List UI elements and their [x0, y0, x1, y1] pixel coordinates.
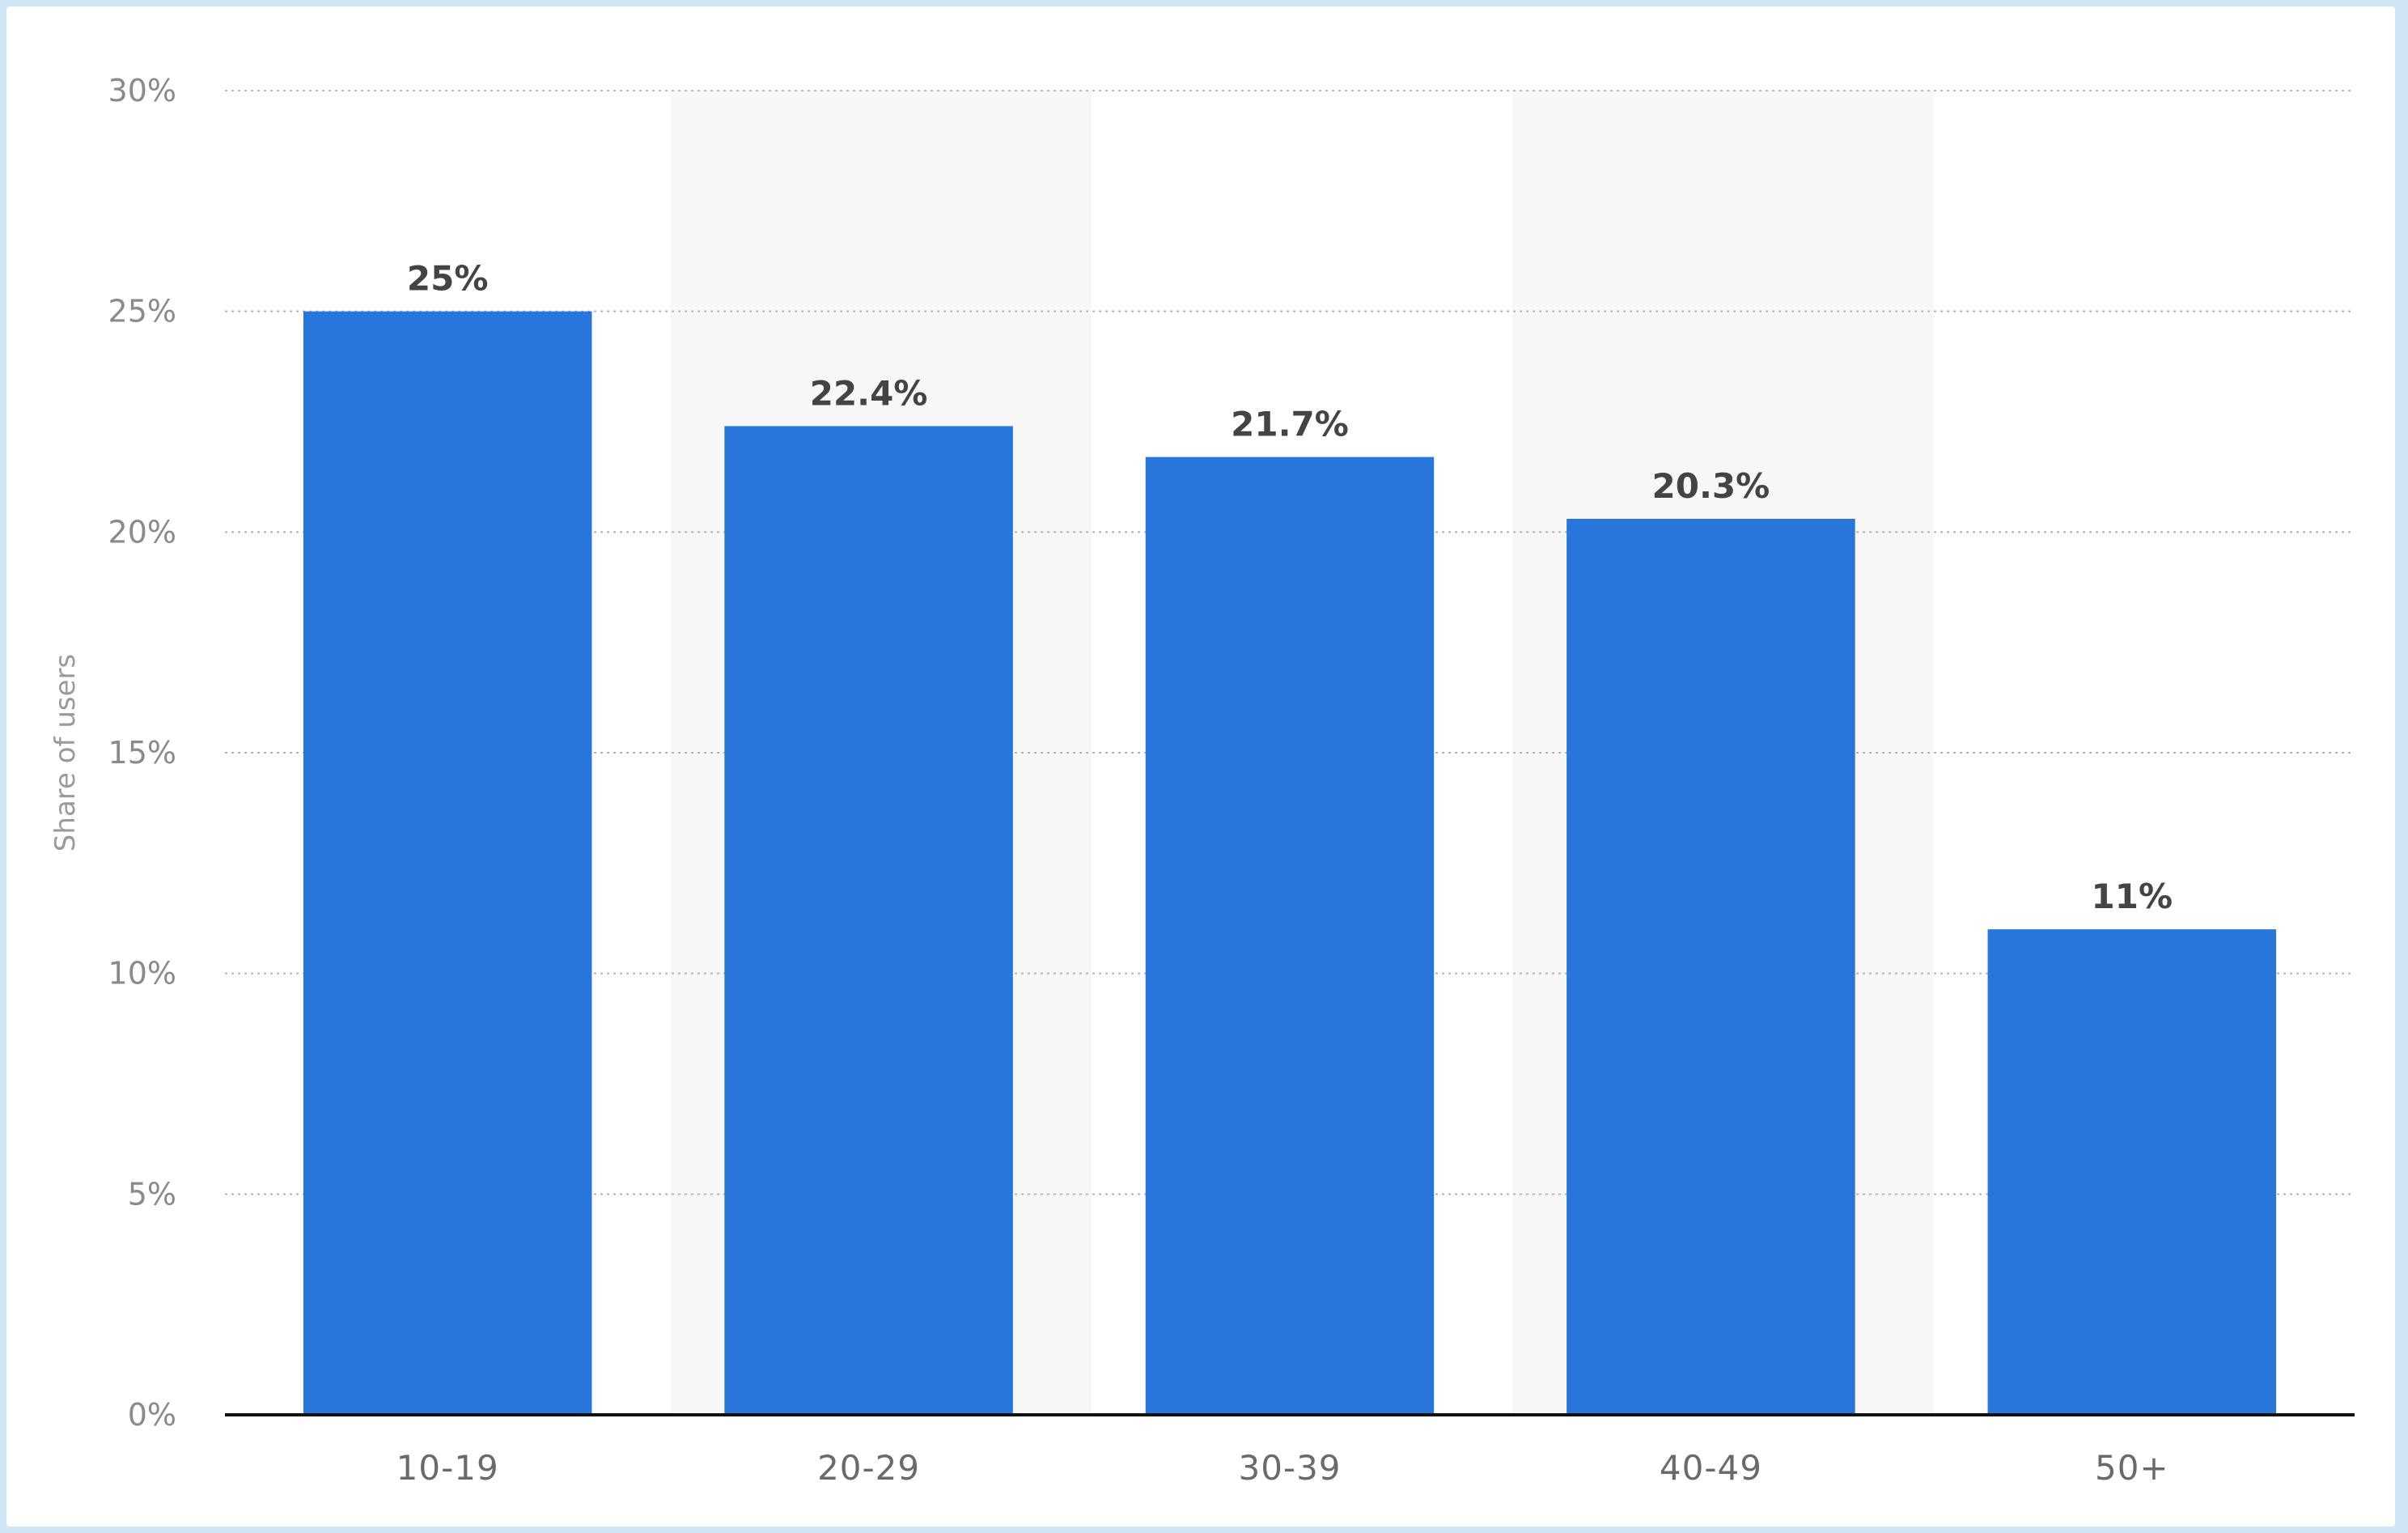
y-tick-label: 5%	[128, 1176, 176, 1212]
bar[interactable]	[724, 426, 1013, 1415]
x-tick-label: 10-19	[396, 1448, 499, 1488]
bar[interactable]	[1145, 457, 1435, 1415]
y-tick-label: 10%	[108, 956, 176, 992]
value-label: 11%	[2092, 877, 2173, 916]
y-tick-label: 0%	[128, 1397, 176, 1433]
bar[interactable]	[1566, 518, 1855, 1415]
y-tick-label: 20%	[108, 514, 176, 550]
value-label: 25%	[407, 259, 489, 299]
y-tick-labels: 0% 5% 10% 15% 20% 25% 30%	[108, 73, 176, 1433]
x-tick-label: 30-39	[1238, 1448, 1341, 1488]
y-axis-title: Share of users	[49, 654, 82, 851]
value-labels: 25% 22.4% 21.7% 20.3% 11%	[407, 259, 2173, 916]
x-tick-labels: 10-19 20-29 30-39 40-49 50+	[396, 1448, 2169, 1488]
bar[interactable]	[303, 311, 592, 1416]
bar[interactable]	[1987, 929, 2277, 1415]
y-tick-label: 15%	[108, 735, 176, 771]
x-tick-label: 20-29	[817, 1448, 920, 1488]
value-label: 21.7%	[1231, 405, 1349, 444]
y-tick-label: 25%	[108, 294, 176, 329]
value-label: 22.4%	[810, 373, 928, 413]
bars	[303, 311, 2277, 1416]
x-tick-label: 40-49	[1660, 1448, 1762, 1488]
y-tick-label: 30%	[108, 73, 176, 108]
x-tick-label: 50+	[2095, 1448, 2169, 1488]
value-label: 20.3%	[1652, 466, 1770, 506]
